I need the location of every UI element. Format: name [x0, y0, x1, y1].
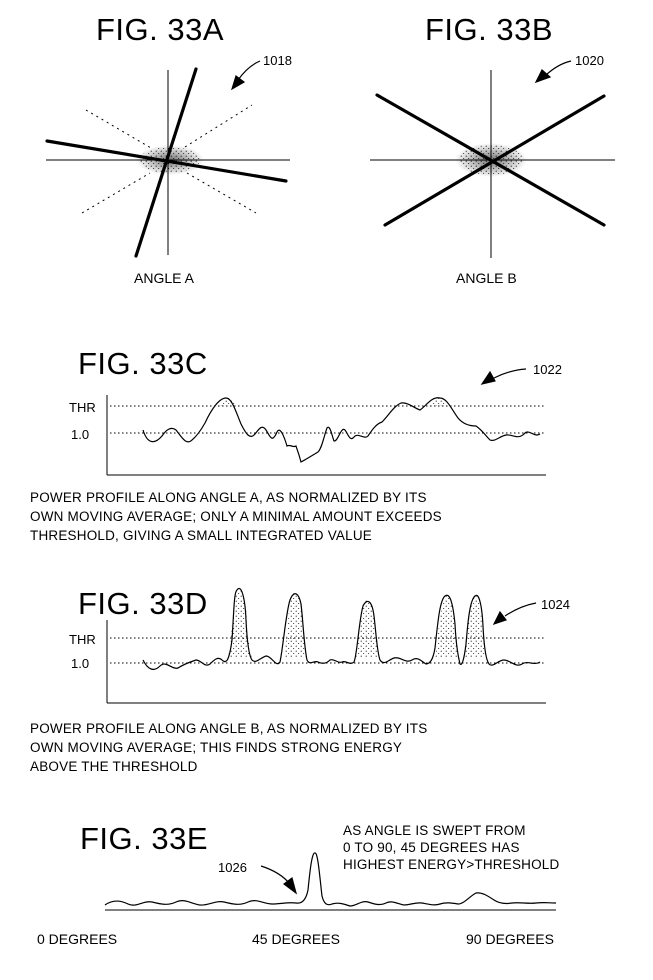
fig-33d-ref-arrow — [494, 603, 536, 624]
fig-33e-energy-curve — [105, 853, 556, 906]
fig-33a-angle-lines — [47, 69, 286, 256]
fig-33e-ref-arrow — [261, 866, 296, 893]
fig-33c-exceed-areas — [220, 398, 450, 406]
fig-33a-ref-arrow — [232, 61, 260, 89]
fig-33a-diagram — [46, 61, 290, 256]
fig-33e-chart — [105, 853, 556, 910]
fig-33d-chart — [107, 588, 546, 703]
fig-33c-chart — [107, 369, 546, 475]
fig-33c-power-profile — [143, 398, 540, 462]
fig-33c-axes — [107, 395, 546, 475]
fig-33b-diagram — [370, 61, 615, 258]
fig-33c-ref-arrow — [482, 369, 526, 384]
fig-33b-ref-arrow — [536, 61, 571, 82]
